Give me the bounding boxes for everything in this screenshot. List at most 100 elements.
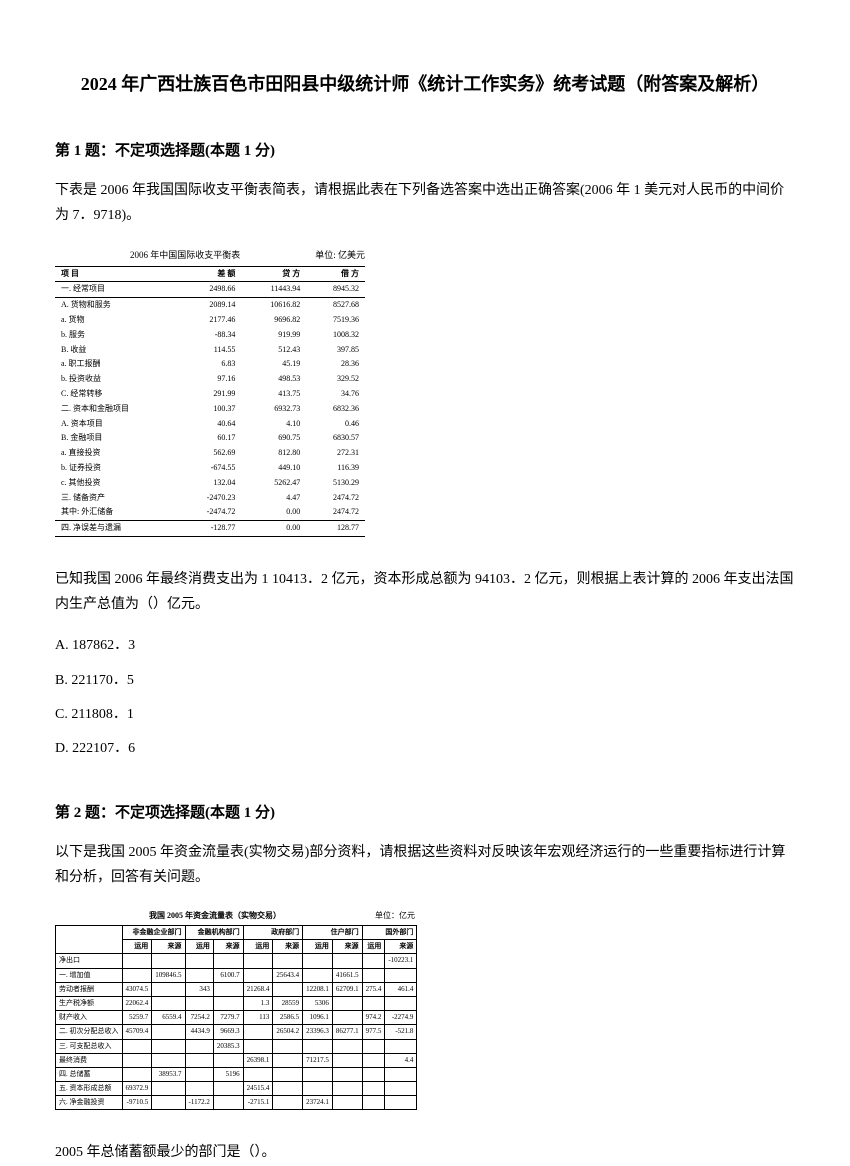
table-cell (332, 954, 362, 968)
table-cell: 5306 (303, 996, 333, 1010)
table-cell: 4434.9 (185, 1025, 213, 1039)
table-cell (273, 954, 303, 968)
table-cell (273, 1096, 303, 1110)
table-cell: a. 直接投资 (55, 446, 179, 461)
q1-table-wrap: 2006 年中国国际收支平衡表 单位: 亿美元 项 目差 额贷 方借 方一. 经… (55, 248, 795, 537)
table-cell (385, 1096, 417, 1110)
option[interactable]: C. 211808．1 (55, 704, 795, 726)
table-cell: a. 货物 (55, 313, 179, 328)
table-cell: 5196 (213, 1067, 243, 1081)
table-header-cell (56, 926, 123, 954)
table-cell (332, 1067, 362, 1081)
table-cell (122, 1053, 152, 1067)
table-cell: 397.85 (306, 343, 365, 358)
q1-header: 第 1 题：不定项选择题(本题 1 分) (55, 139, 795, 163)
table-cell: 生产税净额 (56, 996, 123, 1010)
table-cell (385, 996, 417, 1010)
table-cell: 132.04 (179, 476, 242, 491)
table-cell: A. 货物和服务 (55, 298, 179, 313)
table-header-cell: 住户部门 (303, 926, 363, 940)
table-cell: 0.46 (306, 417, 365, 432)
table-header-cell: 非金融企业部门 (122, 926, 185, 940)
table-cell: 449.10 (241, 461, 306, 476)
table-cell: 6830.57 (306, 431, 365, 446)
table-cell (332, 1053, 362, 1067)
question-2: 第 2 题：不定项选择题(本题 1 分) 以下是我国 2005 年资金流量表(实… (55, 801, 795, 1166)
table-cell (243, 954, 273, 968)
table-cell: a. 职工报酬 (55, 357, 179, 372)
table-cell: 10616.82 (241, 298, 306, 313)
table-cell: 9696.82 (241, 313, 306, 328)
table-cell (152, 1039, 185, 1053)
table-cell: 974.2 (362, 1011, 385, 1025)
table-cell: 6559.4 (152, 1011, 185, 1025)
table-cell: 7254.2 (185, 1011, 213, 1025)
table-cell (273, 1082, 303, 1096)
table-cell: 919.99 (241, 328, 306, 343)
table-cell: -10223.1 (385, 954, 417, 968)
table-cell: 461.4 (385, 982, 417, 996)
table-cell: 329.52 (306, 372, 365, 387)
table-cell: A. 资本项目 (55, 417, 179, 432)
table-cell (362, 1096, 385, 1110)
table-cell: 97.16 (179, 372, 242, 387)
table-cell: -2474.72 (179, 505, 242, 520)
table-cell: 0.00 (241, 505, 306, 520)
table-cell (362, 1053, 385, 1067)
table-cell: 5130.29 (306, 476, 365, 491)
table-cell: 12208.1 (303, 982, 333, 996)
table-cell: 4.4 (385, 1053, 417, 1067)
table-cell (385, 968, 417, 982)
table-cell: 6100.7 (213, 968, 243, 982)
table-cell (152, 996, 185, 1010)
table-cell: 8527.68 (306, 298, 365, 313)
table-cell: 34.76 (306, 387, 365, 402)
table-cell: 2089.14 (179, 298, 242, 313)
table-cell (152, 982, 185, 996)
table-cell (243, 1039, 273, 1053)
table-cell (152, 1025, 185, 1039)
table-cell (152, 1082, 185, 1096)
table-cell (303, 968, 333, 982)
table-cell: 498.53 (241, 372, 306, 387)
table-cell: -9710.5 (122, 1096, 152, 1110)
option[interactable]: A. 187862．3 (55, 635, 795, 657)
q1-after-table: 已知我国 2006 年最终消费支出为 1 10413．2 亿元，资本形成总额为 … (55, 567, 795, 617)
option[interactable]: D. 222107．6 (55, 738, 795, 760)
option[interactable]: B. 221170．5 (55, 670, 795, 692)
table-cell (243, 968, 273, 982)
table-cell: 1.3 (243, 996, 273, 1010)
table-cell: 25643.4 (273, 968, 303, 982)
table-cell: B. 金融项目 (55, 431, 179, 446)
table-cell: 6832.36 (306, 402, 365, 417)
table-header-cell: 借 方 (306, 266, 365, 282)
table-cell: b. 投资收益 (55, 372, 179, 387)
table-header-cell: 运用 (362, 940, 385, 954)
table-cell (362, 996, 385, 1010)
table-cell (152, 954, 185, 968)
table-cell: 4.10 (241, 417, 306, 432)
table-cell: 2498.66 (179, 282, 242, 298)
q1-table: 项 目差 额贷 方借 方一. 经常项目2498.6611443.948945.3… (55, 266, 365, 537)
table-cell: 4.47 (241, 491, 306, 506)
table-cell: -2715.1 (243, 1096, 273, 1110)
table-cell: 2586.5 (273, 1011, 303, 1025)
table-cell: 二. 资本和金融项目 (55, 402, 179, 417)
table-cell (362, 968, 385, 982)
table-cell: 26398.1 (243, 1053, 273, 1067)
table-cell: 7279.7 (213, 1011, 243, 1025)
table-header-cell: 运用 (303, 940, 333, 954)
table-cell (362, 1082, 385, 1096)
table-cell: 6932.73 (241, 402, 306, 417)
table-cell: 109846.5 (152, 968, 185, 982)
table-cell (332, 1082, 362, 1096)
table-cell: b. 证券投资 (55, 461, 179, 476)
q2-table-unit: 单位：亿元 (375, 910, 415, 923)
table-cell: 净出口 (56, 954, 123, 968)
table-cell: 11443.94 (241, 282, 306, 298)
table-cell (273, 1067, 303, 1081)
table-cell (332, 1039, 362, 1053)
table-cell: -1172.2 (185, 1096, 213, 1110)
table-cell (273, 1039, 303, 1053)
table-cell (122, 1067, 152, 1081)
